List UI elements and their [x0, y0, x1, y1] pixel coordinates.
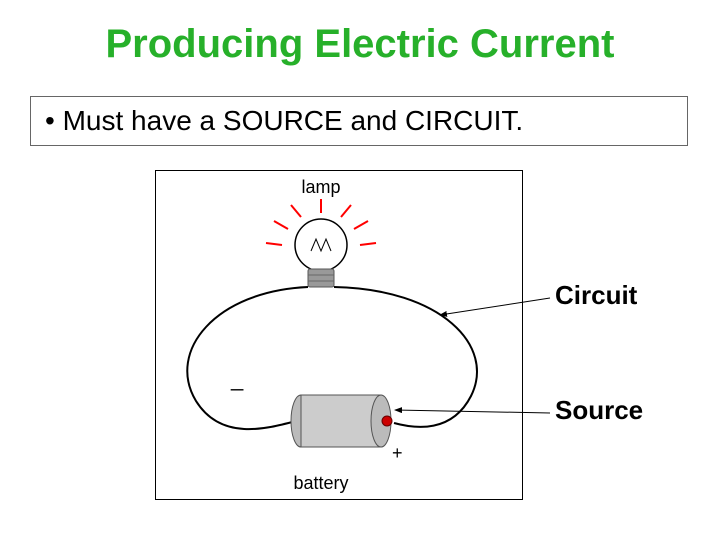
- plus-label: +: [392, 443, 403, 463]
- wire-left: [187, 287, 308, 429]
- lamp-base-icon: [308, 269, 334, 287]
- minus-label: _: [230, 366, 244, 391]
- lamp-label: lamp: [301, 177, 340, 197]
- source-annotation: Source: [555, 395, 643, 426]
- bullet-text: • Must have a SOURCE and CIRCUIT.: [45, 105, 523, 136]
- battery-label: battery: [293, 473, 348, 493]
- bullet-body: Must have a SOURCE and CIRCUIT.: [63, 105, 524, 136]
- battery-icon: [291, 395, 392, 447]
- diagram-svg: lamp _: [156, 171, 524, 501]
- bullet-box: • Must have a SOURCE and CIRCUIT.: [30, 96, 688, 146]
- bullet-prefix: •: [45, 105, 63, 136]
- lamp-bulb-icon: [295, 219, 347, 271]
- page-title: Producing Electric Current: [0, 22, 720, 67]
- circuit-annotation: Circuit: [555, 280, 637, 311]
- circuit-diagram: lamp _: [155, 170, 523, 500]
